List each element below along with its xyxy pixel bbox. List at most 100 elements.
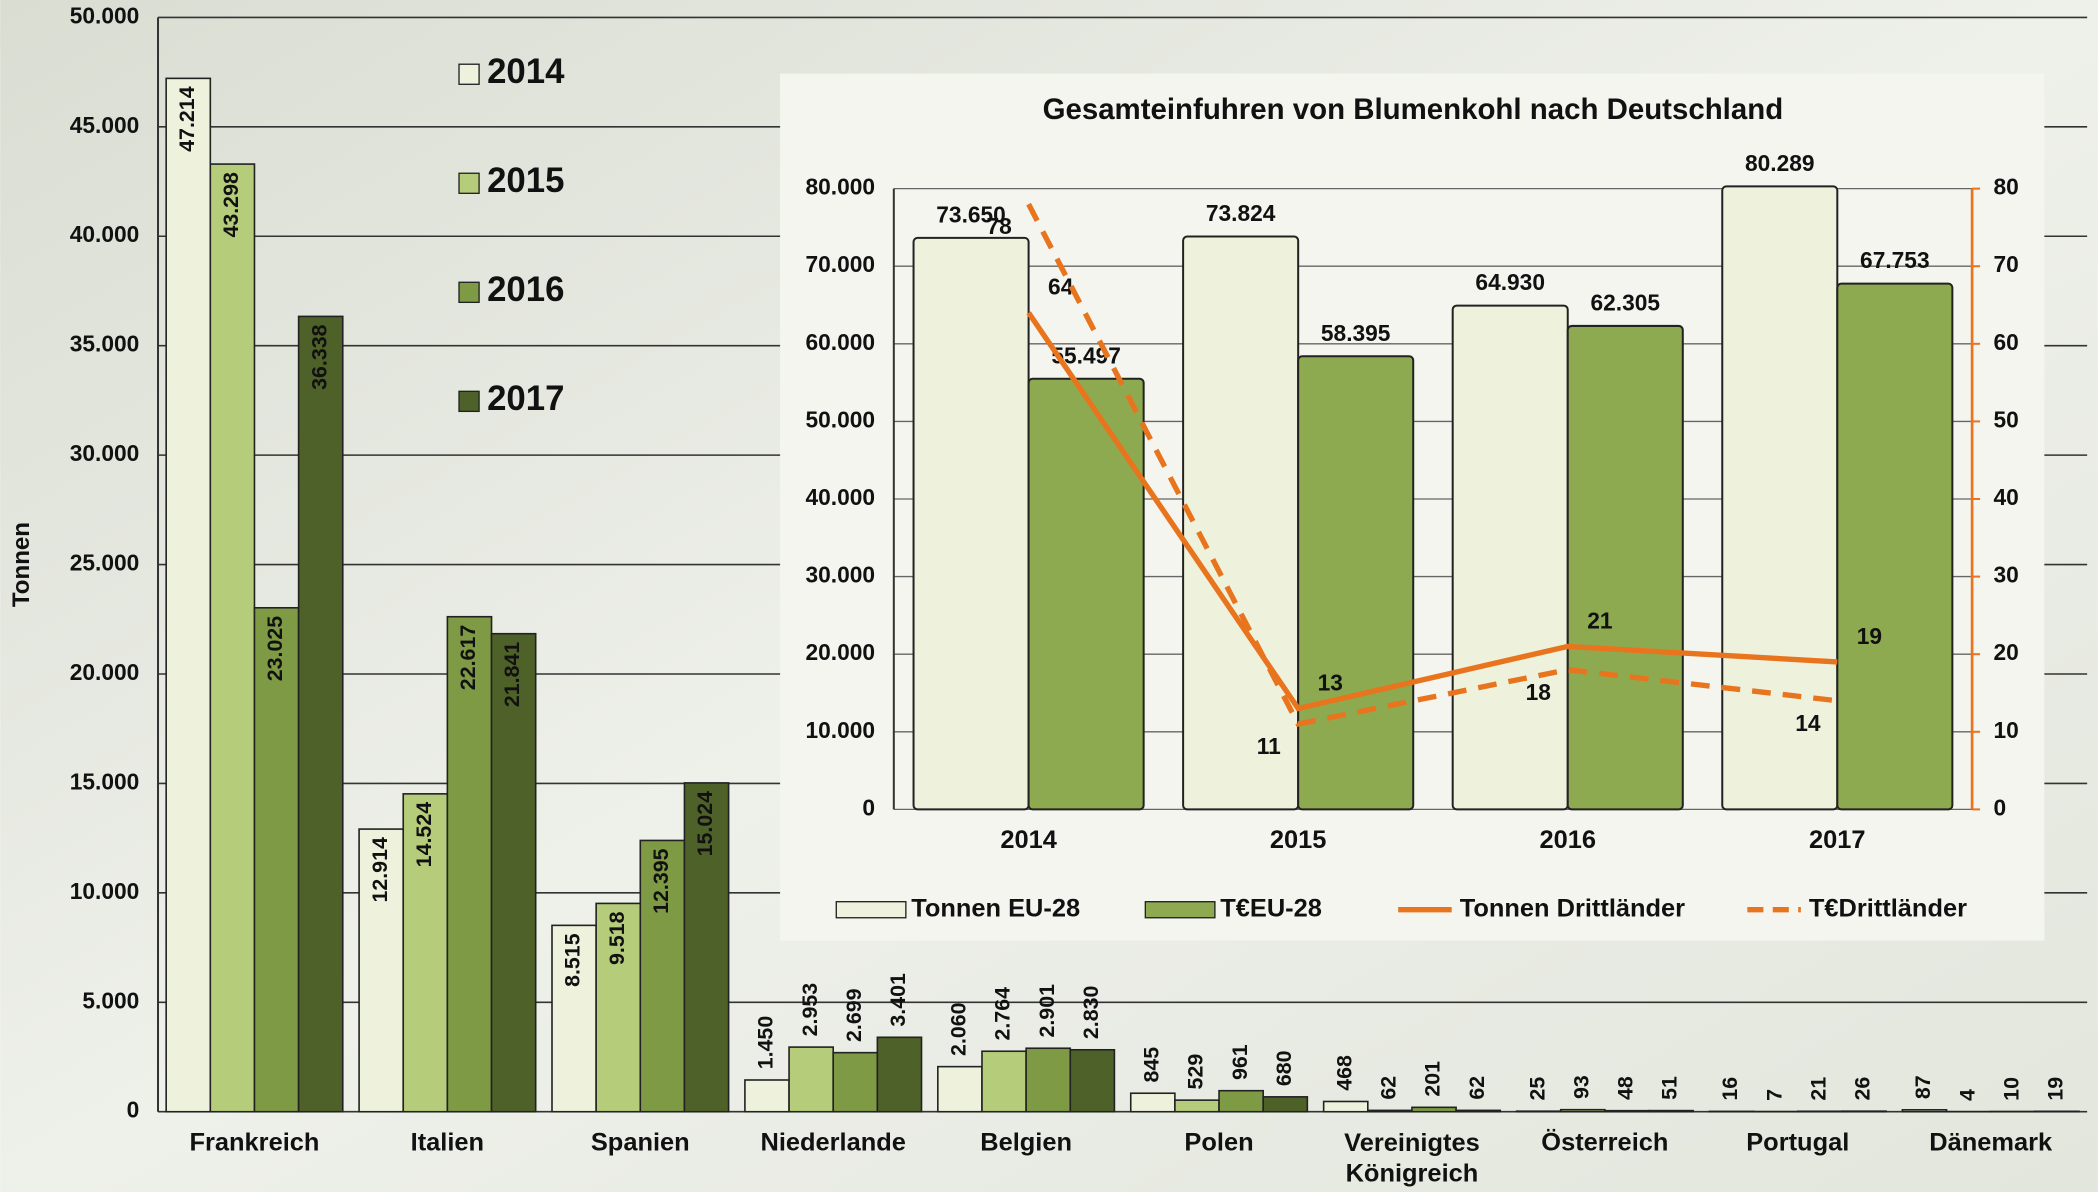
value-label: 51: [1658, 1076, 1682, 1100]
line-label: 21: [1587, 607, 1613, 633]
line-label: 18: [1526, 679, 1551, 705]
value-label: 47.214: [175, 86, 199, 152]
value-label: 9.518: [605, 911, 629, 965]
legend-label: 2016: [487, 271, 564, 309]
x-tick-label: Dänemark: [1929, 1129, 2053, 1157]
y-tick-label: 50.000: [70, 2, 140, 28]
y-tick-label: 0: [127, 1097, 140, 1123]
bar: [877, 1037, 921, 1111]
value-label: 12.395: [649, 848, 673, 914]
x-tick-label: Italien: [411, 1129, 484, 1157]
y2-tick-label: 30: [1994, 562, 2019, 588]
x-tick-label-line: Vereinigtes: [1344, 1129, 1480, 1157]
line-label: 14: [1795, 710, 1821, 736]
bar: [789, 1047, 833, 1112]
value-label: 36.338: [307, 324, 331, 390]
y-tick-label: 0: [862, 794, 875, 820]
bar: [1026, 1048, 1070, 1111]
value-label: 201: [1421, 1061, 1445, 1097]
value-label: 2.764: [991, 987, 1015, 1041]
bar: [1412, 1107, 1456, 1111]
legend-label: 2014: [487, 53, 565, 91]
y2-tick-label: 0: [1994, 794, 2007, 820]
value-label: 67.753: [1860, 247, 1930, 273]
value-label: 22.617: [456, 625, 480, 690]
y-tick-label: 30.000: [70, 440, 140, 466]
bar: [833, 1053, 877, 1112]
bar: [1175, 1100, 1219, 1112]
value-label: 26: [1851, 1077, 1875, 1101]
value-label: 62: [1377, 1076, 1401, 1100]
bar: [1219, 1091, 1263, 1112]
bar: [1842, 1111, 1886, 1112]
y-tick-label: 70.000: [806, 251, 876, 277]
bar: [982, 1051, 1026, 1111]
y-tick-label: 60.000: [806, 329, 876, 355]
value-label: 2.953: [798, 983, 822, 1037]
line-label: 11: [1257, 733, 1281, 759]
x-tick-label: Portugal: [1746, 1129, 1849, 1157]
bar: [1070, 1050, 1114, 1112]
value-label: 73.824: [1206, 200, 1276, 226]
bar: [1561, 1110, 1605, 1112]
legend-swatch: [459, 64, 479, 84]
value-label: 2.699: [842, 988, 866, 1042]
bar: [1183, 237, 1298, 810]
y-tick-label: 15.000: [70, 768, 140, 794]
x-tick-label: Polen: [1184, 1129, 1253, 1157]
y-tick-label: 80.000: [806, 174, 876, 200]
bar: [299, 316, 343, 1111]
bar: [1837, 284, 1952, 810]
value-label: 2.830: [1079, 985, 1103, 1039]
value-label: 10: [1999, 1077, 2023, 1101]
value-label: 4: [1955, 1089, 1979, 1101]
value-label: 15.024: [693, 791, 717, 857]
bar: [254, 608, 298, 1112]
value-label: 16: [1718, 1077, 1742, 1101]
y-tick-label: 45.000: [70, 112, 140, 138]
bar: [1649, 1111, 1693, 1112]
legend-swatch: [1145, 902, 1215, 918]
legend-swatch: [459, 391, 479, 411]
bar: [1298, 356, 1413, 809]
value-label: 62: [1465, 1076, 1489, 1100]
y-tick-label: 5.000: [82, 987, 139, 1013]
value-label: 43.298: [219, 172, 243, 238]
value-label: 87: [1911, 1075, 1935, 1099]
x-tick-label: Niederlande: [760, 1129, 905, 1157]
bar: [1263, 1097, 1307, 1112]
y2-tick-label: 80: [1994, 174, 2019, 200]
value-label: 62.305: [1590, 290, 1660, 316]
bar: [1368, 1110, 1412, 1111]
legend-label: 2017: [487, 380, 564, 418]
x-tick-label: 2015: [1270, 826, 1327, 854]
bar: [1456, 1110, 1500, 1111]
line-label: 64: [1048, 274, 1074, 300]
value-label: 93: [1569, 1075, 1593, 1099]
chart: 05.00010.00015.00020.00025.00030.00035.0…: [0, 0, 2098, 1192]
bar: [447, 617, 491, 1112]
legend-swatch: [836, 902, 906, 918]
value-label: 2.060: [947, 1002, 971, 1056]
value-label: 14.524: [412, 802, 436, 868]
y2-tick-label: 50: [1994, 406, 2019, 432]
bar: [914, 238, 1029, 809]
value-label: 7: [1762, 1089, 1786, 1101]
bar: [938, 1067, 982, 1112]
value-label: 845: [1139, 1047, 1163, 1083]
y-tick-label: 30.000: [806, 562, 876, 588]
y2-tick-label: 70: [1994, 251, 2019, 277]
value-label: 1.450: [754, 1016, 778, 1070]
value-label: 12.914: [368, 837, 392, 903]
bar: [1517, 1111, 1561, 1112]
bar: [1902, 1110, 1946, 1112]
value-label: 58.395: [1321, 320, 1391, 346]
legend-label: T€EU-28: [1220, 894, 1322, 922]
line-label: 13: [1318, 669, 1343, 695]
legend-swatch: [459, 173, 479, 193]
line-label: 78: [987, 213, 1012, 239]
x-tick-label: Belgien: [980, 1129, 1072, 1157]
y2-tick-label: 10: [1994, 717, 2019, 743]
value-label: 680: [1272, 1050, 1296, 1086]
y-tick-label: 25.000: [70, 550, 140, 576]
